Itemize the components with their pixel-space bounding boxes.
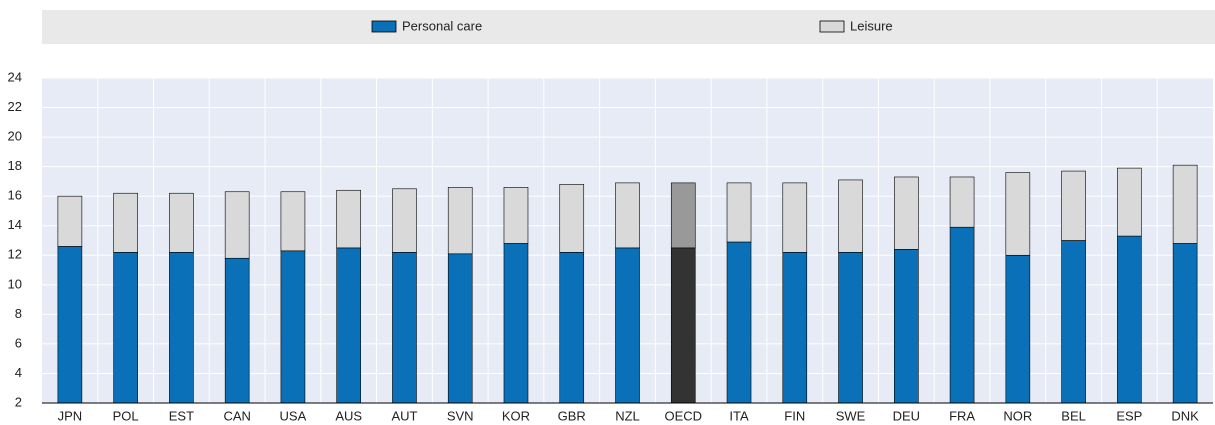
bar-segment [726, 241, 752, 404]
bar-segment [280, 191, 306, 252]
y-tick-label: 22 [8, 99, 22, 114]
legend-label: Personal care [402, 18, 482, 33]
legend-swatch [371, 20, 397, 33]
y-tick-label: 24 [8, 69, 22, 84]
x-tick-label: NOR [1003, 408, 1032, 423]
x-tick-label: NZL [615, 408, 640, 423]
x-tick-label: CAN [223, 408, 250, 423]
x-tick-label: ESP [1116, 408, 1142, 423]
x-tick-label: EST [169, 408, 194, 423]
x-tick-label: DEU [893, 408, 920, 423]
bar-segment [336, 189, 361, 249]
bar-segment [224, 191, 250, 259]
legend-swatch [819, 20, 845, 33]
bar-segment [392, 252, 417, 404]
bar-segment [782, 182, 808, 253]
x-tick-label: SVN [447, 408, 474, 423]
y-tick-label: 8 [15, 306, 22, 321]
bar-segment [1117, 235, 1142, 404]
x-tick-label: SWE [836, 408, 866, 423]
bar-segment [782, 252, 808, 404]
bar-segment [949, 226, 975, 404]
legend-band [42, 10, 1215, 44]
bar-segment [1117, 167, 1142, 237]
y-tick-label: 4 [15, 365, 22, 380]
bar-segment [670, 182, 696, 249]
bar-segment [280, 250, 306, 404]
x-tick-label: KOR [502, 408, 530, 423]
bar-segment [1172, 243, 1198, 404]
bar-segment [949, 176, 975, 228]
y-tick-label: 18 [8, 158, 22, 173]
bar-segment [615, 182, 640, 249]
bar-segment [894, 176, 919, 250]
bar-segment [336, 247, 361, 404]
bar-segment [838, 179, 863, 253]
x-tick-label: POL [113, 408, 139, 423]
x-tick-label: DNK [1171, 408, 1199, 423]
legend-label: Leisure [850, 18, 893, 33]
bar-segment [726, 182, 752, 243]
x-tick-label: USA [280, 408, 307, 423]
bar-segment [838, 252, 863, 404]
x-tick-label: BEL [1061, 408, 1086, 423]
bar-segment [1172, 164, 1198, 244]
bar-segment [503, 243, 529, 404]
y-tick-label: 6 [15, 335, 22, 350]
bar-segment [57, 195, 83, 247]
bar-segment [392, 188, 417, 253]
bar-segment [1005, 172, 1031, 256]
x-tick-label: JPN [58, 408, 83, 423]
bar-segment [113, 192, 138, 253]
bar-segment [670, 247, 696, 404]
x-tick-label: AUS [335, 408, 362, 423]
bar-segment [224, 257, 250, 404]
y-tick-label: 16 [8, 188, 22, 203]
bar-segment [503, 187, 529, 244]
x-tick-label: ITA [729, 408, 749, 423]
bar-segment [447, 253, 473, 404]
y-tick-label: 2 [15, 394, 22, 409]
y-tick-label: 12 [8, 247, 22, 262]
bar-segment [1061, 240, 1086, 404]
x-tick-label: FIN [784, 408, 805, 423]
bar-segment [57, 246, 83, 404]
bar-segment [447, 187, 473, 255]
x-tick-label: AUT [391, 408, 417, 423]
y-tick-label: 14 [8, 217, 22, 232]
bar-segment [1061, 170, 1086, 241]
bar-segment [559, 184, 585, 253]
bar-segment [113, 252, 138, 404]
bar-segment [169, 192, 194, 253]
bar-segment [169, 252, 194, 404]
y-tick-label: 10 [8, 276, 22, 291]
bar-segment [894, 249, 919, 404]
bar-segment [559, 252, 585, 404]
bar-segment [615, 247, 640, 404]
bar-segment [1005, 254, 1031, 404]
x-tick-label: OECD [664, 408, 702, 423]
y-tick-label: 20 [8, 129, 22, 144]
x-tick-label: FRA [949, 408, 975, 423]
x-tick-label: GBR [558, 408, 586, 423]
